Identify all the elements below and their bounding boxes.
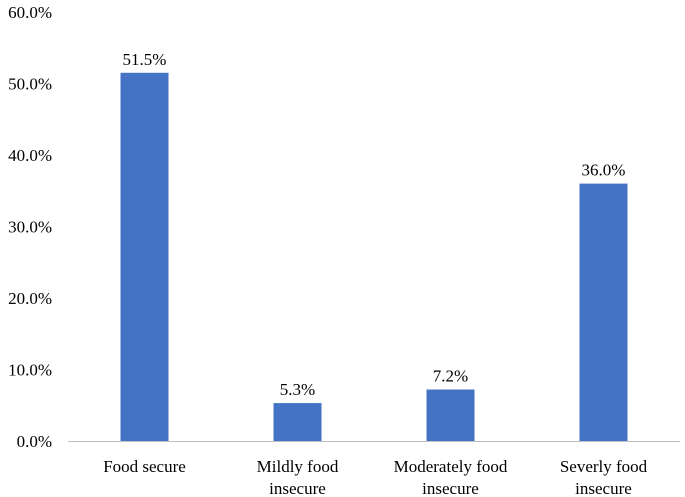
y-tick-label: 30.0%: [8, 218, 52, 237]
data-label: 7.2%: [433, 367, 468, 386]
category-label: insecure: [575, 479, 632, 497]
data-label: 51.5%: [123, 50, 167, 69]
category-label: Severly food: [560, 457, 648, 476]
category-label: Moderately food: [394, 457, 508, 476]
category-label: insecure: [269, 479, 326, 497]
category-label: insecure: [422, 479, 479, 497]
data-label: 5.3%: [280, 380, 315, 399]
y-tick-label: 60.0%: [8, 3, 52, 22]
bar: [426, 389, 475, 441]
y-tick-label: 20.0%: [8, 289, 52, 308]
category-labels-group: Food secure Mildly food insecure Moderately…: [103, 457, 647, 497]
data-label: 36.0%: [582, 161, 626, 180]
bar: [579, 183, 628, 441]
y-tick-label: 40.0%: [8, 146, 52, 165]
bar: [273, 403, 322, 441]
data-labels-group: 51.5% 5.3% 7.2% 36.0%: [123, 50, 626, 399]
y-tick-label: 10.0%: [8, 361, 52, 380]
bar: [120, 72, 169, 442]
bars-group: [120, 72, 628, 442]
category-label: Mildly food: [257, 457, 339, 476]
y-tick-label: 0.0%: [17, 432, 52, 451]
y-axis-ticks: 0.0% 10.0% 20.0% 30.0% 40.0% 50.0% 60.0%: [8, 3, 52, 451]
y-tick-label: 50.0%: [8, 75, 52, 94]
category-label: Food secure: [103, 457, 186, 476]
